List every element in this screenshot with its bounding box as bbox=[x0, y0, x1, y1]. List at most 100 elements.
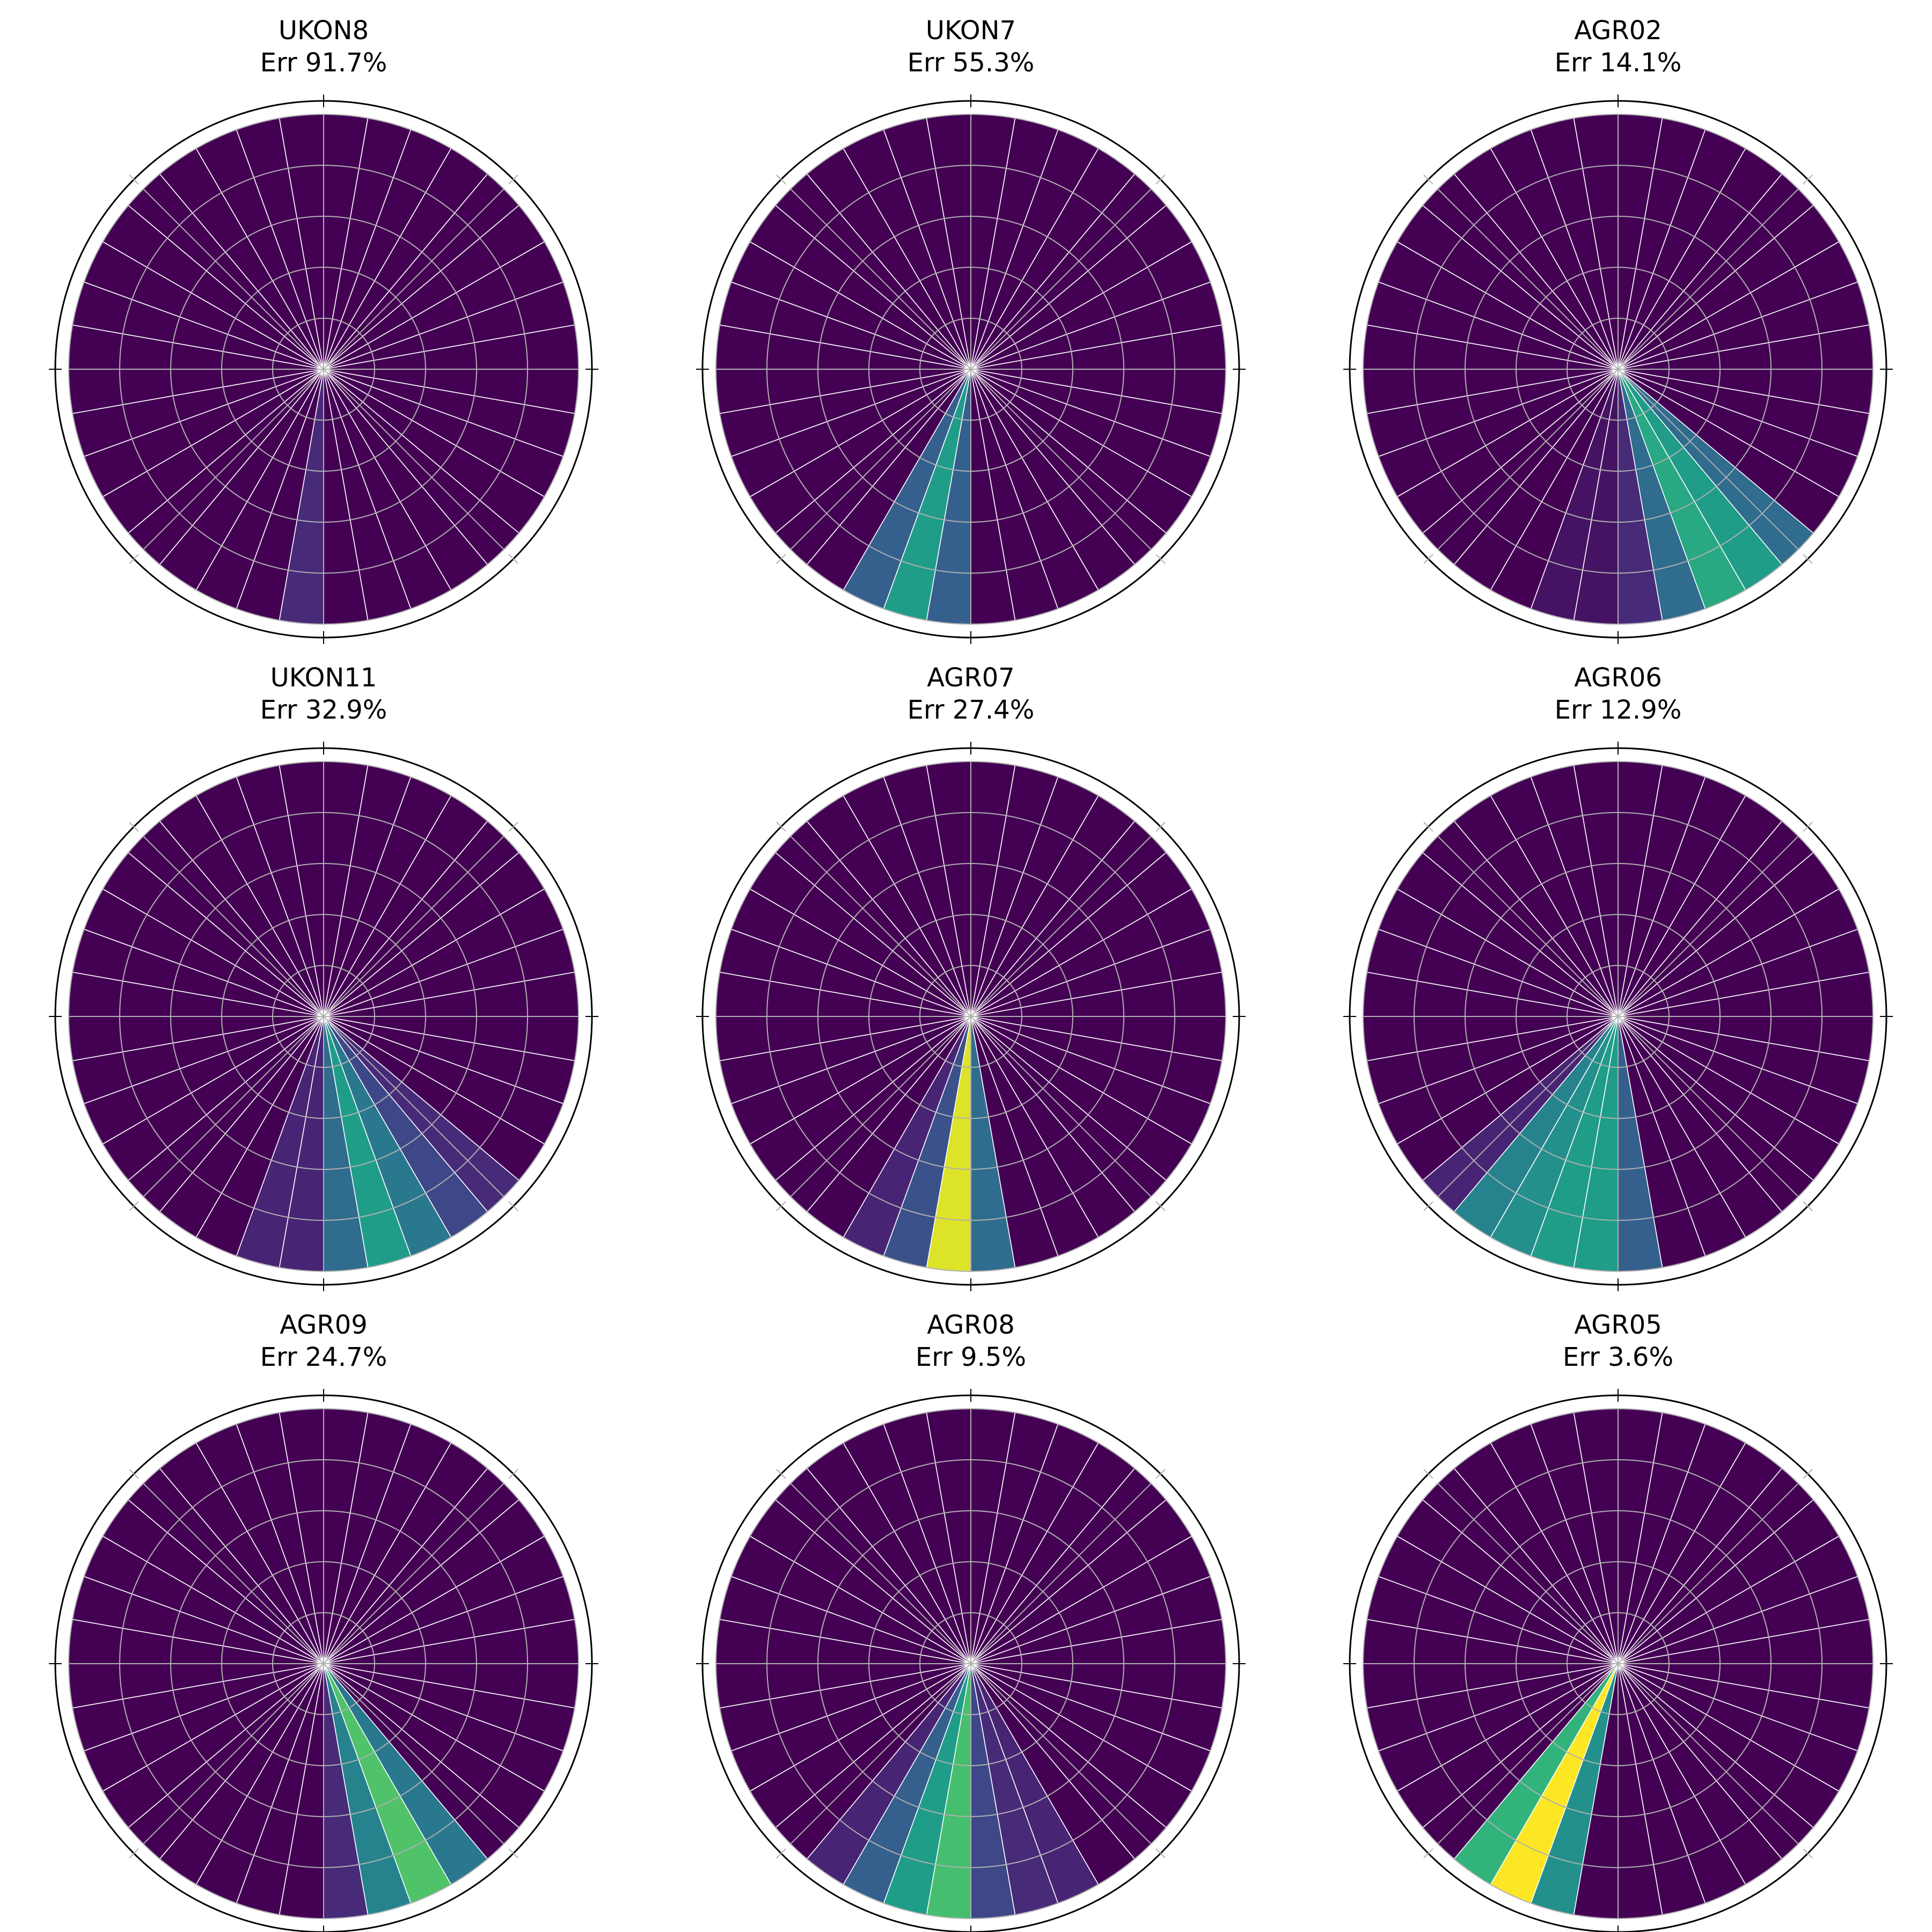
angle-gridline bbox=[790, 188, 971, 370]
angle-gridline bbox=[1437, 836, 1619, 1017]
angle-tick bbox=[1423, 174, 1433, 185]
angle-tick bbox=[129, 554, 139, 564]
panel-error-label: Err 3.6% bbox=[1563, 1342, 1673, 1372]
angle-gridline bbox=[790, 369, 971, 550]
panel-title: AGR08 bbox=[927, 1310, 1015, 1340]
angle-tick bbox=[776, 822, 786, 832]
angle-tick bbox=[129, 174, 139, 185]
angle-gridline bbox=[323, 1016, 504, 1197]
angle-tick bbox=[1803, 174, 1813, 185]
angle-tick bbox=[1155, 822, 1166, 832]
angle-gridline bbox=[970, 1483, 1152, 1664]
angle-gridline bbox=[1437, 1483, 1619, 1664]
angle-tick bbox=[1155, 174, 1166, 185]
angle-gridline bbox=[143, 1483, 324, 1664]
panel-title: AGR05 bbox=[1574, 1310, 1662, 1340]
angle-gridline bbox=[1618, 836, 1799, 1017]
angle-gridline bbox=[1618, 1483, 1799, 1664]
angle-tick bbox=[1155, 1848, 1166, 1858]
angle-gridline bbox=[1618, 1016, 1799, 1197]
angle-tick bbox=[508, 1469, 518, 1479]
panel-title: AGR02 bbox=[1574, 16, 1662, 46]
angle-tick bbox=[1803, 1201, 1813, 1211]
angle-tick bbox=[129, 1469, 139, 1479]
angle-tick bbox=[1423, 822, 1433, 832]
angle-gridline bbox=[790, 1483, 971, 1664]
panel-error-label: Err 91.7% bbox=[260, 48, 387, 78]
panel-error-label: Err 24.7% bbox=[260, 1342, 387, 1372]
panel-error-label: Err 9.5% bbox=[916, 1342, 1026, 1372]
angle-gridline bbox=[143, 1663, 324, 1845]
angle-gridline bbox=[970, 369, 1152, 550]
angle-gridline bbox=[1618, 188, 1799, 370]
angle-tick bbox=[1423, 1201, 1433, 1211]
angle-tick bbox=[776, 1469, 786, 1479]
panel-title: UKON8 bbox=[279, 16, 369, 46]
angle-gridline bbox=[1437, 369, 1619, 550]
angle-tick bbox=[1423, 554, 1433, 564]
angle-gridline bbox=[323, 369, 504, 550]
angle-tick bbox=[776, 1201, 786, 1211]
panel-error-label: Err 55.3% bbox=[908, 48, 1035, 78]
angle-gridline bbox=[790, 1016, 971, 1197]
angle-gridline bbox=[970, 188, 1152, 370]
angle-gridline bbox=[970, 1663, 1152, 1845]
angle-tick bbox=[1423, 1469, 1433, 1479]
angle-gridline bbox=[790, 1663, 971, 1845]
angle-tick bbox=[1803, 1469, 1813, 1479]
panel-error-label: Err 12.9% bbox=[1555, 695, 1682, 725]
panel-error-label: Err 32.9% bbox=[260, 695, 387, 725]
angle-gridline bbox=[143, 369, 324, 550]
angle-gridline bbox=[790, 836, 971, 1017]
angle-gridline bbox=[1618, 369, 1799, 550]
angle-gridline bbox=[323, 1663, 504, 1845]
panel-error-label: Err 14.1% bbox=[1555, 48, 1682, 78]
angle-gridline bbox=[1437, 1663, 1619, 1845]
angle-gridline bbox=[323, 836, 504, 1017]
angle-tick bbox=[129, 822, 139, 832]
angle-tick bbox=[1155, 554, 1166, 564]
panel-title: AGR07 bbox=[927, 663, 1015, 693]
angle-tick bbox=[776, 174, 786, 185]
angle-tick bbox=[1803, 1848, 1813, 1858]
angle-tick bbox=[1155, 1201, 1166, 1211]
angle-gridline bbox=[323, 1483, 504, 1664]
angle-tick bbox=[776, 1848, 786, 1858]
angle-tick bbox=[776, 554, 786, 564]
angle-tick bbox=[129, 1201, 139, 1211]
panel-error-label: Err 27.4% bbox=[908, 695, 1035, 725]
angle-gridline bbox=[970, 1016, 1152, 1197]
angle-tick bbox=[1423, 1848, 1433, 1858]
angle-gridline bbox=[143, 1016, 324, 1197]
angle-gridline bbox=[970, 836, 1152, 1017]
angle-tick bbox=[1803, 554, 1813, 564]
angle-tick bbox=[508, 1201, 518, 1211]
angle-tick bbox=[1155, 1469, 1166, 1479]
panel-title: UKON11 bbox=[270, 663, 377, 693]
angle-tick bbox=[508, 174, 518, 185]
angle-gridline bbox=[1437, 1016, 1619, 1197]
angle-gridline bbox=[1618, 1663, 1799, 1845]
angle-tick bbox=[1803, 822, 1813, 832]
angle-tick bbox=[129, 1848, 139, 1858]
angle-tick bbox=[508, 822, 518, 832]
angle-tick bbox=[508, 554, 518, 564]
angle-gridline bbox=[1437, 188, 1619, 370]
angle-gridline bbox=[143, 836, 324, 1017]
panel-title: UKON7 bbox=[926, 16, 1016, 46]
angle-tick bbox=[508, 1848, 518, 1858]
angle-gridline bbox=[323, 188, 504, 370]
panel-title: AGR09 bbox=[280, 1310, 368, 1340]
panel-title: AGR06 bbox=[1574, 663, 1662, 693]
angle-gridline bbox=[143, 188, 324, 370]
